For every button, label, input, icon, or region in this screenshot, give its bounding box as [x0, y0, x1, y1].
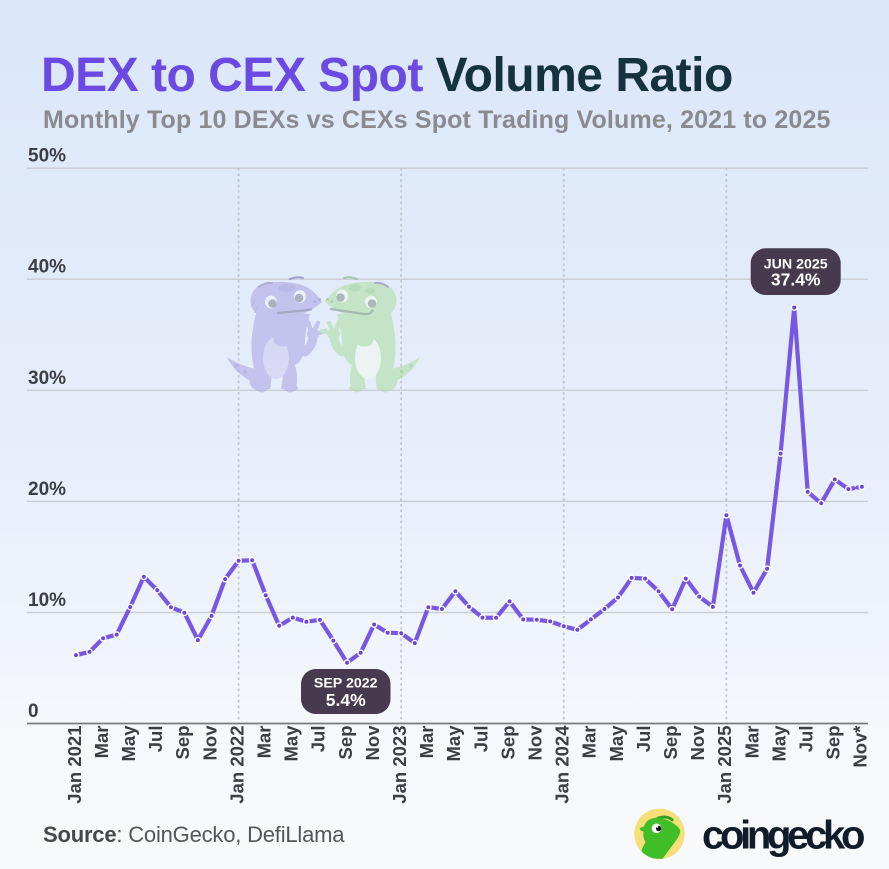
- svg-text:Jan 2024: Jan 2024: [552, 725, 573, 804]
- svg-text:Sep: Sep: [335, 726, 356, 760]
- svg-text:Jul: Jul: [308, 726, 329, 753]
- svg-text:Mar: Mar: [579, 726, 600, 759]
- svg-text:Nov: Nov: [687, 725, 708, 761]
- svg-text:May: May: [443, 725, 464, 762]
- svg-text:37.4%: 37.4%: [771, 270, 821, 290]
- svg-text:Jan 2022: Jan 2022: [226, 726, 247, 804]
- svg-text:Jul: Jul: [145, 726, 166, 753]
- svg-text:20%: 20%: [28, 479, 66, 500]
- svg-text:JUN 2025: JUN 2025: [764, 256, 828, 272]
- svg-text:Mar: Mar: [741, 726, 762, 759]
- svg-text:40%: 40%: [28, 257, 66, 278]
- svg-text:Jan 2021: Jan 2021: [64, 726, 85, 804]
- svg-text:Nov: Nov: [199, 725, 220, 761]
- svg-text:Mar: Mar: [416, 726, 437, 759]
- svg-text:Mar: Mar: [91, 726, 112, 759]
- svg-text:5.4%: 5.4%: [326, 690, 366, 710]
- svg-text:0: 0: [28, 701, 39, 722]
- svg-text:SEP 2022: SEP 2022: [314, 676, 378, 692]
- svg-text:Jul: Jul: [633, 726, 654, 753]
- svg-text:May: May: [606, 725, 627, 762]
- svg-text:May: May: [768, 725, 789, 762]
- svg-text:Jan 2023: Jan 2023: [389, 726, 410, 804]
- svg-text:Sep: Sep: [497, 726, 518, 760]
- svg-text:Nov*: Nov*: [850, 725, 871, 768]
- svg-text:Jul: Jul: [470, 726, 491, 753]
- svg-text:coingecko: coingecko: [702, 814, 864, 858]
- svg-text:Nov: Nov: [362, 725, 383, 761]
- svg-text:50%: 50%: [28, 146, 66, 167]
- svg-text:Sep: Sep: [172, 726, 193, 760]
- svg-text:30%: 30%: [28, 368, 66, 389]
- svg-text:May: May: [118, 725, 139, 762]
- svg-text:Mar: Mar: [254, 726, 275, 759]
- svg-text:10%: 10%: [28, 590, 66, 611]
- svg-text:Jul: Jul: [796, 726, 817, 753]
- svg-text:Sep: Sep: [823, 726, 844, 760]
- svg-text:May: May: [281, 725, 302, 762]
- svg-text:Jan 2025: Jan 2025: [714, 726, 735, 804]
- svg-text:Nov: Nov: [525, 725, 546, 761]
- svg-text:Sep: Sep: [660, 726, 681, 760]
